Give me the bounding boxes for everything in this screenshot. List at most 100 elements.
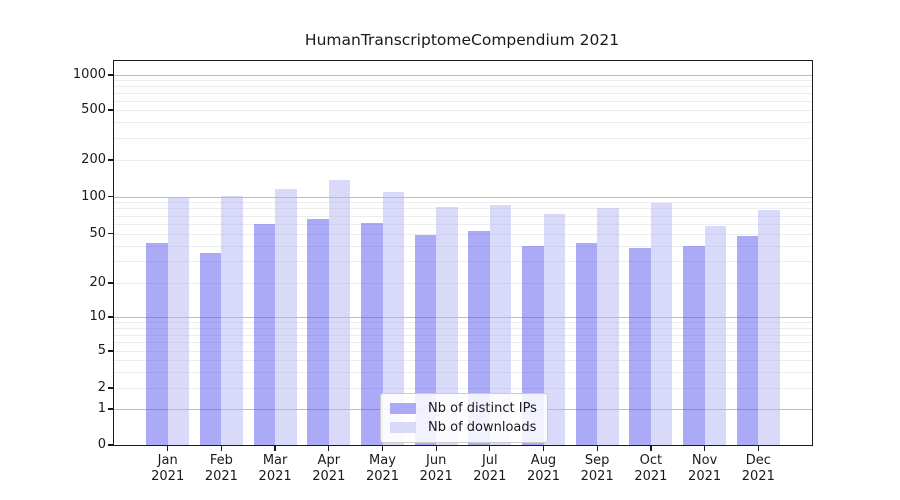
y-tick-mark	[108, 74, 113, 76]
x-tick-month: Aug	[530, 453, 557, 468]
y-tick-label: 100	[81, 188, 106, 204]
y-gridline-minor	[114, 215, 812, 217]
x-tick-label-nov: Nov 2021	[675, 453, 735, 485]
x-tick-label-aug: Aug 2021	[514, 453, 574, 485]
bar-sep-nb-of-downloads	[597, 207, 619, 445]
bar-mar-nb-of-distinct-ips	[253, 223, 276, 445]
y-gridline-minor	[114, 351, 812, 352]
x-tick-year: 2021	[204, 469, 238, 484]
bar-nov-nb-of-distinct-ips	[683, 245, 705, 445]
y-tick-label: 500	[81, 102, 106, 117]
x-tick-year: 2021	[741, 469, 775, 484]
y-gridline-minor	[114, 327, 812, 329]
y-gridline-major	[114, 196, 812, 198]
x-tick-month: Sep	[584, 453, 610, 468]
y-gridline-minor	[114, 245, 812, 247]
x-tick-label-may: May 2021	[353, 453, 413, 485]
bar-feb-nb-of-downloads	[221, 196, 243, 445]
x-tick-year: 2021	[526, 469, 561, 484]
legend-label-downloads: Nb of downloads	[428, 420, 537, 435]
y-tick-label: 5	[97, 343, 106, 358]
x-tick-year: 2021	[419, 469, 453, 484]
bar-may-nb-of-distinct-ips	[361, 222, 383, 445]
x-tick-month: Jul	[481, 453, 498, 468]
x-tick-label-sep: Sep 2021	[567, 453, 627, 485]
x-tick-month: Feb	[209, 453, 233, 468]
plot-area: 0 1 2 5 10 20 50 100 200 500 1000 Jan 2021 Feb 2021 Mar…	[73, 60, 813, 484]
y-gridline-major	[114, 75, 812, 76]
y-tick-mark	[108, 195, 113, 198]
x-tick-mark	[596, 446, 598, 451]
y-tick-mark	[108, 232, 113, 235]
x-tick-label-mar: Mar 2021	[245, 453, 305, 485]
legend-swatch-distinct-ips	[390, 403, 416, 414]
x-tick-mark	[381, 446, 384, 451]
x-tick-mark	[220, 446, 223, 451]
y-tick-mark	[108, 444, 113, 446]
bar-nov-nb-of-downloads	[704, 225, 727, 445]
x-tick-year: 2021	[473, 469, 507, 484]
y-tick-mark	[108, 350, 113, 352]
x-tick-month: Apr	[317, 453, 341, 468]
bar-dec-nb-of-downloads	[758, 209, 780, 445]
y-gridline-minor	[114, 160, 812, 161]
bar-jan-nb-of-downloads	[167, 196, 190, 445]
legend-item-distinct-ips: Nb of distinct IPs	[390, 399, 538, 418]
legend-item-downloads: Nb of downloads	[390, 418, 538, 437]
chart-title: HumanTranscriptomeCompendium 2021	[304, 31, 620, 49]
legend-swatch-downloads	[390, 422, 416, 433]
y-gridline-minor	[114, 261, 812, 263]
x-tick-label-jul: Jul 2021	[460, 453, 520, 485]
bar-feb-nb-of-distinct-ips	[199, 252, 222, 445]
y-tick-mark	[108, 387, 113, 389]
y-tick-label: 2	[97, 380, 106, 395]
bar-oct-nb-of-distinct-ips	[629, 248, 651, 445]
x-tick-mark	[542, 446, 545, 451]
y-gridline-minor	[114, 334, 812, 336]
y-gridline-major	[114, 317, 812, 318]
x-tick-mark	[167, 446, 169, 451]
x-tick-month: Mar	[262, 453, 288, 468]
bar-jul-nb-of-distinct-ips	[468, 231, 490, 445]
y-gridline-minor	[114, 360, 812, 361]
y-tick-label: 1000	[72, 67, 106, 82]
y-gridline-minor	[114, 233, 812, 235]
bar-jun-nb-of-distinct-ips	[414, 234, 437, 445]
y-gridline-minor	[114, 80, 812, 82]
x-tick-year: 2021	[312, 469, 346, 484]
y-tick-label: 200	[81, 152, 106, 167]
bar-sep-nb-of-distinct-ips	[575, 242, 598, 445]
y-gridline-minor	[114, 388, 812, 389]
x-tick-year: 2021	[634, 469, 668, 484]
bar-apr-nb-of-downloads	[328, 180, 351, 445]
y-tick-label: 1	[97, 401, 106, 416]
x-tick-month: Jan	[157, 453, 178, 468]
x-tick-month: May	[369, 453, 396, 468]
y-gridline-minor	[114, 137, 812, 139]
x-tick-month: Nov	[691, 453, 718, 468]
y-gridline-minor	[114, 342, 812, 344]
bar-jul-nb-of-downloads	[489, 204, 512, 445]
x-tick-label-feb: Feb 2021	[191, 453, 251, 485]
y-gridline-minor	[114, 93, 812, 94]
y-gridline-minor	[114, 100, 812, 102]
x-tick-month: Oct	[639, 453, 663, 468]
x-tick-mark	[489, 446, 491, 451]
x-tick-month: Jun	[426, 453, 447, 468]
x-tick-mark	[703, 446, 706, 451]
x-tick-year: 2021	[258, 469, 292, 484]
y-tick-mark	[108, 282, 113, 284]
x-tick-year: 2021	[365, 469, 400, 484]
y-tick-label: 10	[89, 309, 106, 324]
x-tick-mark	[274, 446, 276, 451]
y-gridline-minor	[114, 371, 812, 373]
x-tick-year: 2021	[580, 469, 614, 484]
y-tick-label: 20	[89, 275, 106, 290]
y-gridline-minor	[114, 202, 812, 204]
y-tick-label: 0	[97, 437, 106, 452]
x-tick-mark	[650, 446, 652, 451]
x-tick-mark	[757, 446, 759, 451]
bar-apr-nb-of-distinct-ips	[307, 218, 329, 445]
x-tick-mark	[328, 446, 330, 451]
